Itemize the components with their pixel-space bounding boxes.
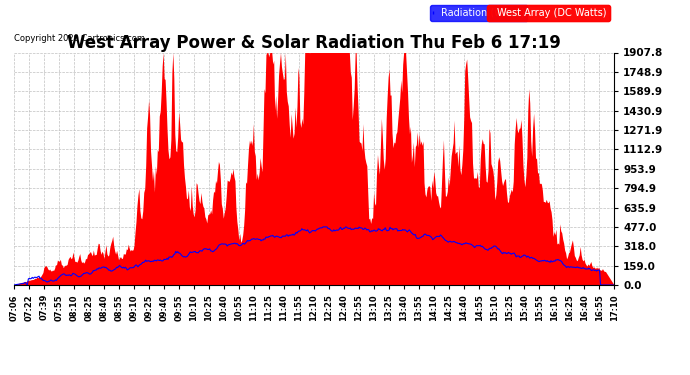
Text: Copyright 2020 Cartronics.com: Copyright 2020 Cartronics.com — [14, 34, 145, 43]
Title: West Array Power & Solar Radiation Thu Feb 6 17:19: West Array Power & Solar Radiation Thu F… — [67, 34, 561, 53]
Legend: West Array (DC Watts): West Array (DC Watts) — [486, 5, 610, 21]
